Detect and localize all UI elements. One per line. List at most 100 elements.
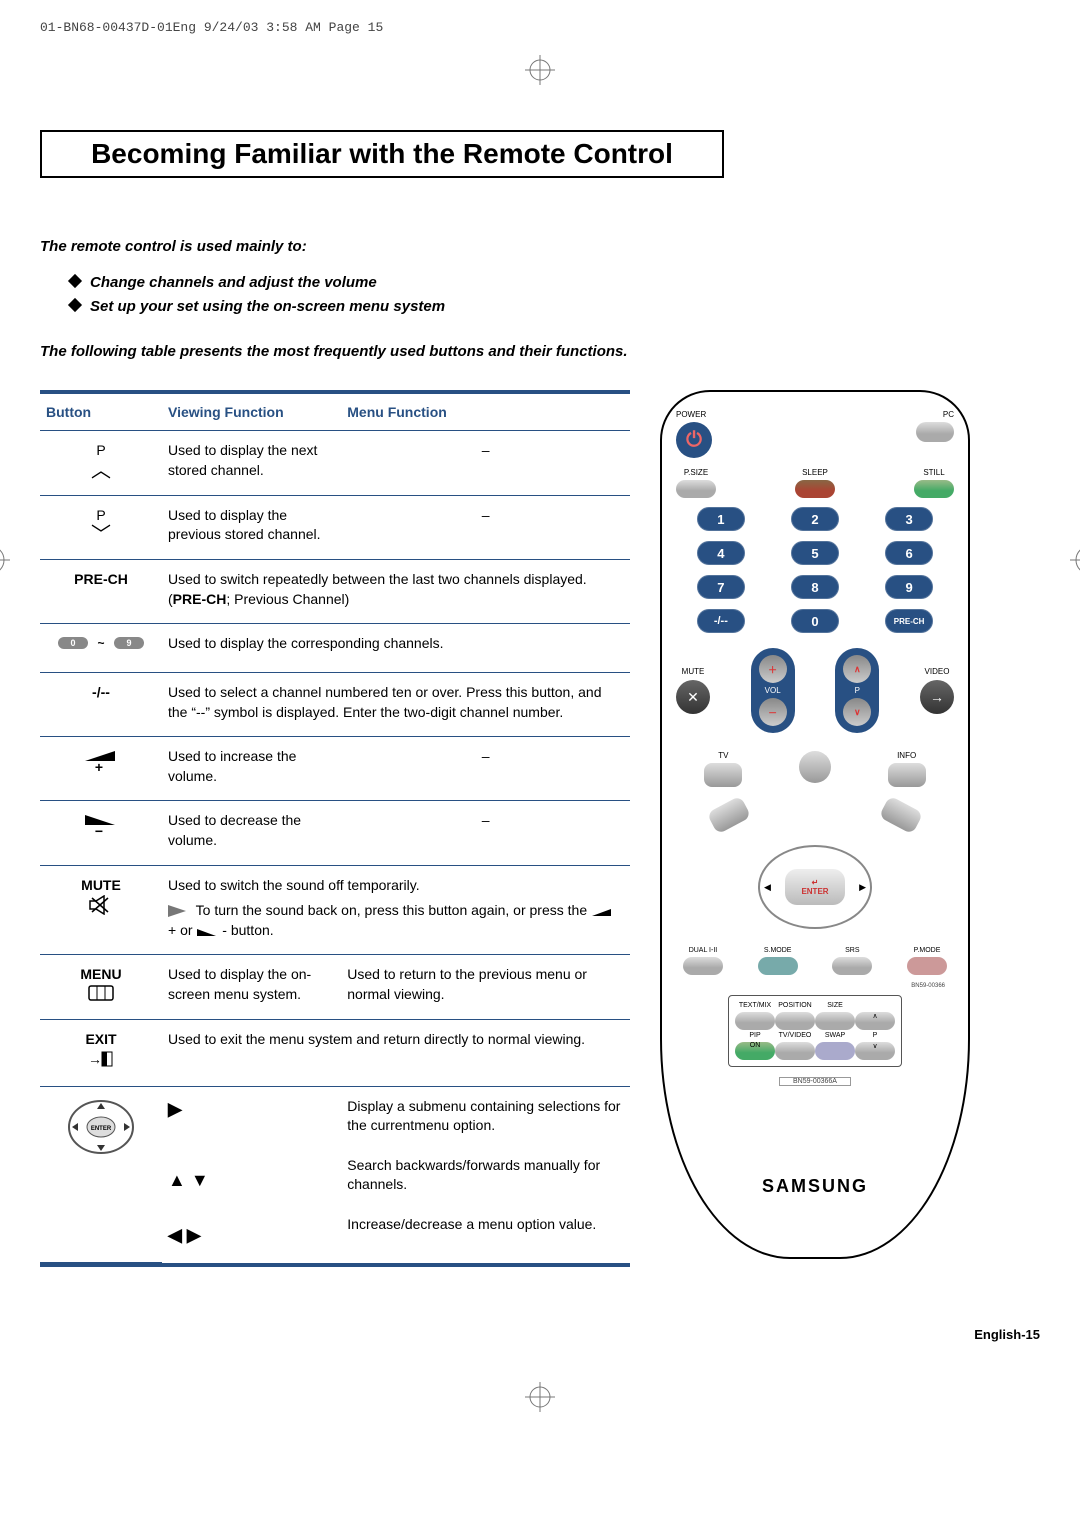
pc-label: PC xyxy=(943,410,954,419)
page-title: Becoming Familiar with the Remote Contro… xyxy=(62,138,702,170)
position-button[interactable] xyxy=(775,1012,815,1030)
key-dash[interactable]: -/-- xyxy=(697,609,745,633)
intro-bullets: Change channels and adjust the volume Se… xyxy=(70,271,1040,319)
pip-button[interactable]: ON xyxy=(735,1042,775,1060)
page-footer: English-15 xyxy=(40,1327,1040,1342)
textmix-button[interactable] xyxy=(735,1012,775,1030)
still-button[interactable] xyxy=(914,480,954,498)
up-button[interactable]: ∧ xyxy=(855,1012,895,1030)
pmode-button[interactable] xyxy=(907,957,947,975)
functions-table: Button Viewing Function Menu Function P … xyxy=(40,390,630,1267)
video-button[interactable]: → xyxy=(920,680,954,714)
row10-viewing: ▶ ▲ ▼ ◀ ▶ xyxy=(162,1086,341,1262)
key-3[interactable]: 3 xyxy=(885,507,933,531)
enter-button[interactable]: ↵ ENTER xyxy=(785,869,845,905)
key-prech[interactable]: PRE-CH xyxy=(885,609,933,633)
info-label: INFO xyxy=(897,751,916,760)
sleep-label: SLEEP xyxy=(802,468,828,477)
remote-illustration: POWER PC ⏻ P.SIZE SLEEP STILL 1 2 3 4 5 6 7 8… xyxy=(660,390,970,1259)
ch-up-button[interactable]: ∧ xyxy=(843,655,871,683)
intro-lead: The remote control is used mainly to: xyxy=(40,238,1040,255)
btn-voldown: − xyxy=(40,801,162,865)
vol-up-button[interactable]: ＋ xyxy=(759,655,787,683)
info-button2[interactable] xyxy=(888,763,926,787)
psize-label: P.SIZE xyxy=(684,468,708,477)
mute-button[interactable]: ✕ xyxy=(676,680,710,714)
power-button[interactable]: ⏻ xyxy=(676,422,712,458)
row1-viewing: Used to display the previous stored chan… xyxy=(162,495,341,560)
dual-button[interactable] xyxy=(683,957,723,975)
mute-label: MUTE xyxy=(682,667,705,676)
vol-down-button[interactable]: － xyxy=(759,698,787,726)
intro-bullet-2: Set up your set using the on-screen menu… xyxy=(90,298,445,315)
still-label: STILL xyxy=(923,468,944,477)
key-9[interactable]: 9 xyxy=(885,575,933,599)
nav-ring[interactable]: ◀ ▶ ↵ ENTER xyxy=(758,845,872,929)
btn-volup: + xyxy=(40,737,162,801)
num-range-icon: 0 ~ 9 xyxy=(56,634,146,652)
sleep-button[interactable] xyxy=(795,480,835,498)
btn-enter-dial: ENTER xyxy=(40,1086,162,1262)
btn-prech: PRE-CH xyxy=(40,560,162,624)
srs-label: SRS xyxy=(845,947,859,954)
key-1[interactable]: 1 xyxy=(697,507,745,531)
tv-button[interactable] xyxy=(704,763,742,787)
row7-text: Used to switch the sound off temporarily… xyxy=(162,865,630,955)
down-button[interactable]: ∨ xyxy=(855,1042,895,1060)
th-viewing: Viewing Function xyxy=(162,392,341,431)
intro-bullet-1: Change channels and adjust the volume xyxy=(90,274,377,291)
th-button: Button xyxy=(40,392,162,431)
doc-header-line: 01-BN68-00437D-01Eng 9/24/03 3:58 AM Pag… xyxy=(40,20,1040,35)
smode-button[interactable] xyxy=(758,957,798,975)
row2-text: Used to switch repeatedly between the la… xyxy=(162,560,630,624)
row6-menu: – xyxy=(341,801,630,865)
key-0[interactable]: 0 xyxy=(791,609,839,633)
mute-icon xyxy=(46,895,156,919)
row3-text: Used to display the corresponding channe… xyxy=(162,624,630,673)
key-6[interactable]: 6 xyxy=(885,541,933,565)
info-button[interactable] xyxy=(799,751,831,783)
bottom-crop-mark xyxy=(40,1382,1040,1417)
key-4[interactable]: 4 xyxy=(697,541,745,565)
key-5[interactable]: 5 xyxy=(791,541,839,565)
smode-label: S.MODE xyxy=(764,947,792,954)
th-menu: Menu Function xyxy=(341,392,630,431)
menu-button[interactable] xyxy=(706,795,751,834)
swap-button[interactable] xyxy=(815,1042,855,1060)
size-button[interactable] xyxy=(815,1012,855,1030)
row5-menu: – xyxy=(341,737,630,801)
btn-p-down: P ﹀ xyxy=(40,495,162,560)
pc-button[interactable] xyxy=(916,422,954,442)
btn-dash: -/-- xyxy=(40,672,162,736)
row9-text: Used to exit the menu system and return … xyxy=(162,1019,630,1086)
bullet-icon xyxy=(68,274,82,288)
ch-down-button[interactable]: ∨ xyxy=(843,698,871,726)
right-reg-mark xyxy=(1070,540,1080,585)
btn-p-up: P ︿ xyxy=(40,431,162,496)
tvvideo-button[interactable] xyxy=(775,1042,815,1060)
btn-mute: MUTE xyxy=(40,865,162,955)
bullet-icon xyxy=(68,298,82,312)
row10-menu: Display a submenu containing selections … xyxy=(341,1086,630,1262)
power-label: POWER xyxy=(676,410,706,419)
pointer-icon xyxy=(168,905,186,917)
key-2[interactable]: 2 xyxy=(791,507,839,531)
btn-menu: MENU xyxy=(40,955,162,1020)
menu-icon xyxy=(46,985,156,1005)
pmode-label: P.MODE xyxy=(914,947,941,954)
psize-button[interactable] xyxy=(676,480,716,498)
srs-button[interactable] xyxy=(832,957,872,975)
intro-sub: The following table presents the most fr… xyxy=(40,341,1040,362)
row1-menu: – xyxy=(341,495,630,560)
key-7[interactable]: 7 xyxy=(697,575,745,599)
ch-pill: ∧ P ∨ xyxy=(835,648,879,733)
bn-plate: BN59-00366A xyxy=(779,1077,851,1086)
row0-menu: – xyxy=(341,431,630,496)
exit-button[interactable] xyxy=(879,795,924,834)
row6-viewing: Used to decrease the volume. xyxy=(162,801,341,865)
page-title-box: Becoming Familiar with the Remote Contro… xyxy=(40,130,724,178)
key-8[interactable]: 8 xyxy=(791,575,839,599)
btn-exit: EXIT → xyxy=(40,1019,162,1086)
bn-small: BN59-00366 xyxy=(667,983,963,989)
chevron-down-icon: ﹀ xyxy=(46,525,156,545)
